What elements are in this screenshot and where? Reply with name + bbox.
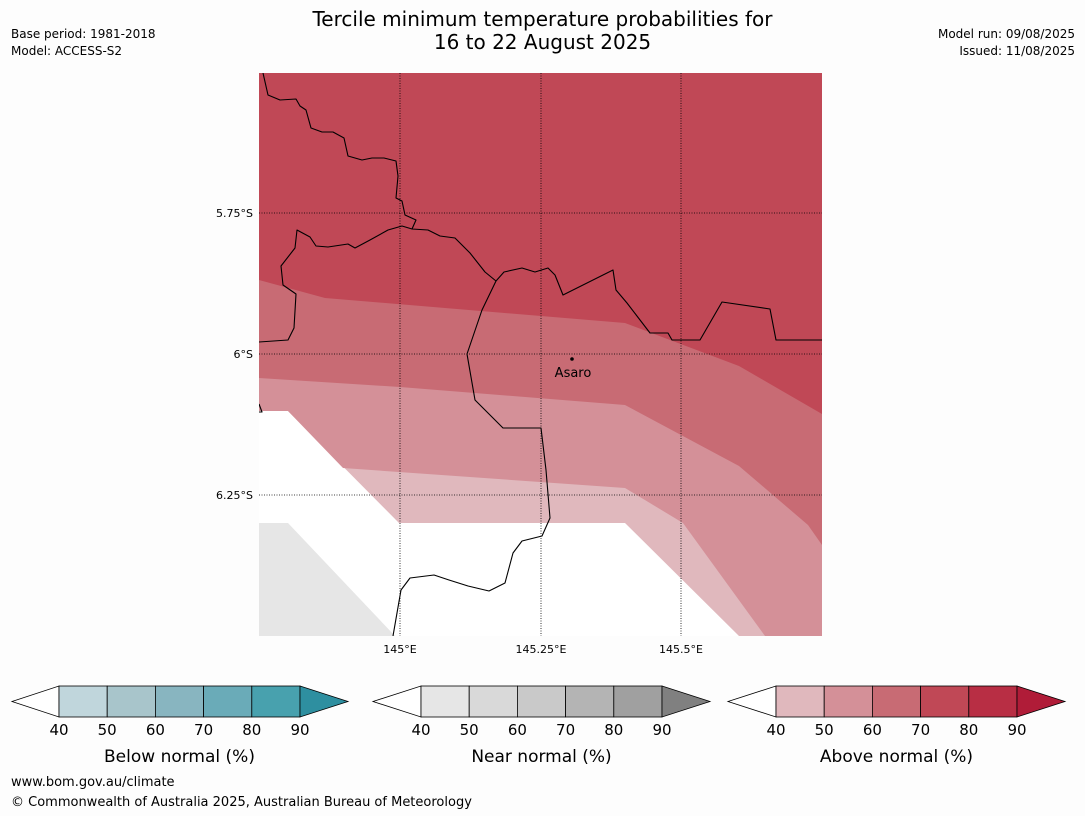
colorbar-cell [968,685,1018,718]
colorbar-tick-label: 70 [911,721,930,739]
colorbar-cell [823,685,873,718]
lon-label-3: 145.5°E [659,643,703,656]
boundary-central [392,280,551,636]
colorbar-tick-label: 60 [146,721,165,739]
colorbar-tick-label: 40 [411,721,430,739]
colorbar-label: Near normal (%) [471,747,611,767]
colorbar-tick-label: 70 [556,721,575,739]
colorbar-cell [920,685,970,718]
colorbar-tick-label: 90 [1007,721,1026,739]
boundary-west [259,225,413,343]
colorbar-cell [517,685,567,718]
colorbar-tick-label: 60 [508,721,527,739]
colorbar-tick-label: 80 [242,721,261,739]
colorbar-cell [106,685,156,718]
meta-left: Base period: 1981-2018 Model: ACCESS-S2 [11,26,156,60]
colorbar-label: Below normal (%) [104,747,255,767]
colorbar-cell [58,685,108,718]
place-label: Asaro [555,366,592,381]
colorbar-cell [613,685,663,718]
colorbar-left-extension [371,685,422,718]
colorbar-tick-label: 50 [98,721,117,739]
colorbar-left-extension [10,685,60,718]
lat-label-1: 5.75°S [216,207,253,220]
colorbar-tick-label: 80 [959,721,978,739]
province-boundaries [259,73,822,636]
colorbar-right-extension [1016,685,1067,718]
colorbar-tick-label: 90 [652,721,671,739]
colorbar-right-extension [299,685,350,718]
map-panel [259,73,822,636]
colorbar-tick-label: 60 [863,721,882,739]
colorbar-tick-label: 40 [766,721,785,739]
lat-label-2: 6°S [234,348,253,361]
colorbar-near: 40 50 60 70 80 90 Near normal (%) [371,685,712,767]
near-40-50-region [259,523,395,636]
colorbar-above: 40 50 60 70 80 90 Above normal (%) [726,685,1067,767]
colorbar-cell [468,685,518,718]
lon-label-1: 145°E [383,643,416,656]
colorbar-tick-label: 40 [49,721,68,739]
model-run: Model run: 09/08/2025 [937,27,1075,41]
colorbar-tick-label: 70 [194,721,213,739]
colorbar-tick-label: 50 [815,721,834,739]
colorbar-cell [872,685,922,718]
colorbar-tick-label: 80 [604,721,623,739]
colorbars: 40 50 60 70 80 90 Below normal (%) 40 50 60 70 80 90… [10,685,1067,767]
no-signal-region [259,411,739,636]
lon-labels: 145°E 145.25°E 145.5°E [383,643,703,656]
colorbar-cell [251,685,301,718]
colorbar-label: Above normal (%) [820,747,973,767]
lon-label-2: 145.25°E [516,643,567,656]
chart-title: Tercile minimum temperature probabilitie… [0,8,1085,54]
lat-labels: 5.75°S 6°S 6.25°S [216,207,253,502]
meta-right: Model run: 09/08/2025 Issued: 11/08/2025 [938,26,1075,60]
lat-label-3: 6.25°S [216,489,253,502]
footer-url: www.bom.gov.au/climate [11,775,175,790]
boundary-corner [259,403,263,413]
issued-date: Issued: 11/08/2025 [959,44,1075,58]
colorbar-below: 40 50 60 70 80 90 Below normal (%) [10,685,350,767]
colorbar-left-extension [726,685,777,718]
colorbar-tick-label: 50 [460,721,479,739]
title-line-2: 16 to 22 August 2025 [433,30,652,54]
colorbar-cell [565,685,615,718]
colorbar-cell [203,685,253,718]
place-marker [570,357,574,361]
boundary-north [262,73,822,341]
colorbar-right-extension [661,685,712,718]
model-name: Model: ACCESS-S2 [11,44,123,58]
colorbar-cell [154,685,204,718]
base-period: Base period: 1981-2018 [11,27,156,41]
title-line-1: Tercile minimum temperature probabilitie… [312,7,773,31]
colorbar-tick-label: 90 [290,721,309,739]
colorbar-cell [420,685,470,718]
colorbar-cell [775,685,825,718]
footer-copyright: © Commonwealth of Australia 2025, Austra… [11,795,472,810]
